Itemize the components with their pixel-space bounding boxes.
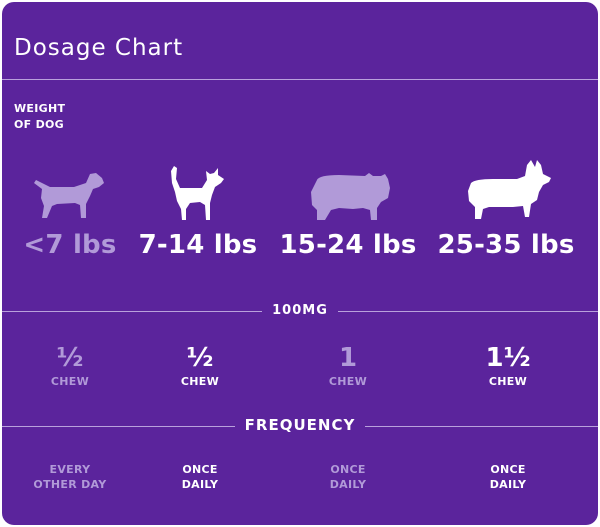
dose-7-14-lbs: ½ CHEW — [180, 343, 220, 388]
corgi-icon — [468, 160, 551, 219]
weight-25-35-lbs: 25-35 lbs — [437, 230, 575, 260]
weight-15-24-lbs: 15-24 lbs — [279, 230, 417, 260]
weight-under-7-lbs: <7 lbs — [23, 230, 117, 260]
frequency-25-35-lbs: ONCE DAILY — [489, 463, 527, 491]
dose-25-35-lbs: 1½ CHEW — [485, 343, 531, 388]
dose-section-header: 100MG — [2, 303, 598, 318]
dose-under-7-lbs: ½ CHEW — [50, 343, 90, 388]
title-divider — [2, 79, 598, 80]
weight-7-14-lbs: 7-14 lbs — [138, 230, 258, 260]
frequency-under-7-lbs: EVERY OTHER DAY — [33, 463, 107, 491]
dose-15-24-lbs: 1 CHEW — [328, 343, 368, 388]
chart-title: Dosage Chart — [14, 35, 184, 61]
bulldog-icon — [311, 173, 390, 220]
frequency-7-14-lbs: ONCE DAILY — [181, 463, 219, 491]
small-dog-icon — [34, 173, 104, 218]
weight-of-dog-label: WEIGHT OF DOG — [14, 102, 66, 131]
chihuahua-icon — [171, 166, 224, 220]
frequency-15-24-lbs: ONCE DAILY — [329, 463, 367, 491]
frequency-section-header: FREQUENCY — [2, 416, 598, 434]
